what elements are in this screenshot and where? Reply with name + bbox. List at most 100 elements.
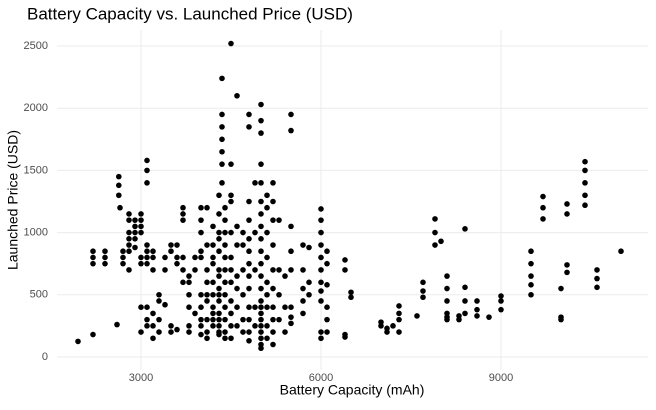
point (258, 211, 264, 217)
point (138, 211, 144, 217)
point (144, 323, 150, 329)
point (156, 316, 162, 323)
point (246, 285, 252, 292)
point (528, 291, 534, 298)
point (246, 273, 252, 279)
y-tick-label: 2500 (24, 40, 48, 52)
point (168, 242, 174, 248)
point (432, 229, 438, 236)
point (156, 329, 162, 335)
point (264, 192, 270, 199)
point (102, 260, 108, 267)
point (342, 334, 348, 340)
point (258, 248, 264, 255)
y-axis-title: Launched Price (USD) (5, 130, 21, 270)
point (144, 248, 150, 255)
point (204, 267, 210, 273)
point (126, 211, 132, 217)
y-tick-label: 1500 (24, 164, 48, 176)
point (210, 316, 216, 323)
point (150, 310, 156, 317)
point (222, 267, 228, 273)
point (75, 338, 81, 345)
point (528, 282, 534, 288)
point (228, 229, 234, 236)
point (222, 229, 228, 236)
point (324, 260, 330, 267)
point (240, 242, 246, 248)
y-tick-label: 0 (42, 351, 48, 363)
point (258, 161, 264, 167)
point (384, 329, 390, 335)
point (474, 306, 480, 313)
point (204, 316, 210, 323)
point (246, 236, 252, 242)
point (198, 331, 204, 338)
point (204, 279, 210, 286)
point (258, 180, 264, 186)
point (288, 267, 294, 273)
point (594, 275, 600, 282)
point (246, 260, 252, 267)
y-tick-label: 1000 (24, 226, 48, 238)
point (210, 260, 216, 267)
point (219, 124, 225, 130)
point (150, 335, 156, 342)
point (498, 306, 504, 313)
point (216, 285, 222, 292)
point (282, 329, 288, 335)
point (420, 288, 426, 294)
point (120, 254, 126, 261)
point (348, 289, 354, 296)
point (116, 192, 122, 199)
point (216, 310, 222, 317)
point (228, 267, 234, 273)
point (210, 254, 216, 261)
points (75, 40, 624, 352)
point (540, 193, 546, 200)
point (564, 201, 570, 207)
point (318, 242, 324, 248)
point (258, 335, 264, 342)
point (564, 211, 570, 217)
point (126, 242, 132, 248)
point (186, 323, 192, 329)
point (288, 304, 294, 310)
point (258, 304, 264, 310)
point (186, 304, 192, 310)
point (116, 173, 122, 180)
point (219, 148, 225, 155)
point (198, 316, 204, 323)
point (222, 254, 228, 261)
point (270, 341, 276, 348)
point (246, 217, 252, 223)
point (318, 254, 324, 261)
point (246, 198, 252, 205)
point (102, 248, 108, 255)
point (204, 298, 210, 304)
point (258, 285, 264, 292)
point (222, 204, 228, 211)
point (222, 217, 228, 223)
point (222, 329, 228, 335)
y-tick-label: 2000 (24, 102, 48, 114)
point (210, 291, 216, 298)
point (186, 279, 192, 286)
point (138, 217, 144, 223)
point (144, 254, 150, 261)
point (444, 285, 450, 292)
point (198, 204, 204, 211)
point (318, 217, 324, 223)
point (234, 304, 240, 310)
point (138, 304, 144, 310)
point (318, 329, 324, 335)
point (168, 323, 174, 329)
point (276, 217, 282, 223)
x-axis-title: Battery Capacity (mAh) (280, 382, 425, 398)
point (324, 304, 330, 310)
point (210, 279, 216, 286)
point (90, 248, 96, 255)
point (192, 267, 198, 273)
point (210, 223, 216, 230)
point (264, 279, 270, 286)
